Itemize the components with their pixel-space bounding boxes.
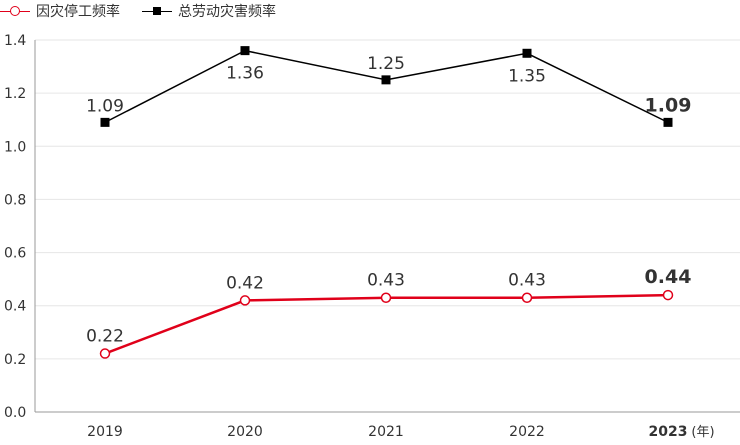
data-label-lost-time: 0.43: [508, 271, 546, 291]
data-label-total: 1.25: [367, 54, 405, 74]
data-point-total: [240, 46, 250, 56]
chart-legend: 因灾停工频率 总劳动灾害频率: [0, 0, 298, 22]
y-tick-label: 0.4: [4, 299, 26, 315]
data-point-lost-time: [99, 348, 111, 359]
data-point-total: [522, 48, 532, 58]
y-tick-label: 1.0: [4, 139, 26, 155]
x-tick-label: 2021: [368, 424, 404, 440]
data-point-total: [663, 117, 673, 127]
legend-swatch-circle: [0, 4, 30, 18]
data-label-lost-time: 0.42: [226, 273, 264, 293]
data-label-total: 1.09: [86, 96, 124, 116]
data-label-total: 1.09: [645, 94, 692, 116]
x-tick-label: 2019: [87, 424, 123, 440]
data-point-total: [381, 75, 391, 85]
data-label-lost-time: 0.43: [367, 271, 405, 291]
x-tick-label: 2020: [227, 424, 263, 440]
legend-label-total: 总劳动灾害频率: [178, 4, 276, 20]
data-point-lost-time: [521, 292, 533, 303]
legend-label-lost-time: 因灾停工频率: [36, 4, 120, 20]
y-tick-label: 0.0: [4, 405, 26, 421]
data-label-total: 1.35: [508, 66, 546, 86]
x-unit-label: (年): [691, 425, 714, 440]
y-tick-label: 1.4: [4, 33, 26, 49]
y-tick-label: 1.2: [4, 86, 26, 102]
y-tick-label: 0.6: [4, 246, 26, 262]
data-label-total: 1.36: [226, 64, 264, 84]
legend-item-total: 总劳动灾害频率: [142, 1, 276, 21]
legend-swatch-square: [142, 4, 172, 18]
x-tick-label: 2022: [509, 424, 545, 440]
data-label-lost-time: 0.44: [645, 266, 692, 288]
data-point-lost-time: [380, 292, 392, 303]
data-label-lost-time: 0.22: [86, 327, 124, 347]
legend-item-lost-time: 因灾停工频率: [0, 1, 120, 21]
series-line-lost-time: [104, 293, 669, 355]
y-tick-label: 0.8: [4, 192, 26, 208]
data-point-lost-time: [239, 295, 251, 306]
data-point-total: [100, 117, 110, 127]
y-tick-label: 0.2: [4, 352, 26, 368]
x-tick-label: 2023: [649, 424, 688, 440]
data-point-lost-time: [662, 289, 674, 301]
